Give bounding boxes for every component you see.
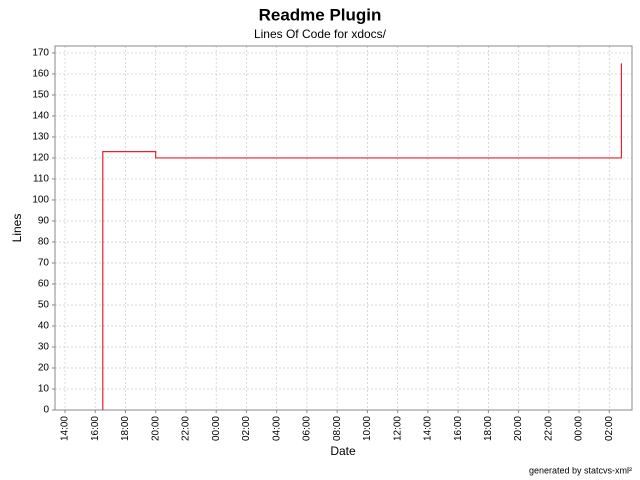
- x-tick-label: 00:00: [211, 416, 222, 441]
- y-tick-label: 130: [32, 132, 49, 143]
- y-tick-label: 80: [38, 237, 50, 248]
- y-tick-label: 160: [32, 69, 49, 80]
- x-tick-label: 02:00: [241, 416, 252, 441]
- y-axis-label: Lines: [10, 214, 24, 243]
- x-tick-label: 08:00: [332, 416, 343, 441]
- y-tick-label: 70: [38, 258, 50, 269]
- x-tick-label: 04:00: [271, 416, 282, 441]
- y-tick-label: 150: [32, 90, 49, 101]
- x-tick-label: 16:00: [453, 416, 464, 441]
- y-tick-label: 120: [32, 153, 49, 164]
- y-tick-label: 170: [32, 48, 49, 59]
- x-tick-label: 22:00: [181, 416, 192, 441]
- y-tick-label: 60: [38, 279, 50, 290]
- y-tick-label: 10: [38, 384, 50, 395]
- x-tick-label: 18:00: [120, 416, 131, 441]
- x-tick-label: 12:00: [392, 416, 403, 441]
- footer: generated by statcvs-xml²: [529, 465, 632, 475]
- x-tick-label: 14:00: [423, 416, 434, 441]
- y-tick-label: 50: [38, 300, 50, 311]
- x-tick-label: 20:00: [513, 416, 524, 441]
- x-tick-label: 16:00: [90, 416, 101, 441]
- y-tick-label: 140: [32, 111, 49, 122]
- x-tick-label: 06:00: [302, 416, 313, 441]
- x-tick-label: 10:00: [362, 416, 373, 441]
- y-tick-label: 20: [38, 363, 50, 374]
- x-tick-label: 02:00: [604, 416, 615, 441]
- y-tick-label: 0: [43, 405, 49, 416]
- plot-frame: [54, 45, 633, 411]
- data-line: [102, 63, 623, 410]
- x-tick-label: 22:00: [543, 416, 554, 441]
- y-tick-label: 110: [33, 174, 49, 185]
- x-axis-label: Date: [330, 444, 356, 458]
- y-tick-label: 90: [38, 216, 50, 227]
- chart-title: Readme Plugin: [259, 5, 382, 24]
- x-tick-label: 14:00: [60, 416, 71, 441]
- y-tick-label: 40: [38, 321, 50, 332]
- chart-subtitle: Lines Of Code for xdocs/: [254, 27, 387, 41]
- y-tick-label: 100: [32, 195, 49, 206]
- x-tick-label: 00:00: [574, 416, 585, 441]
- x-tick-label: 18:00: [483, 416, 494, 441]
- x-tick-label: 20:00: [150, 416, 161, 441]
- y-tick-label: 30: [38, 342, 50, 353]
